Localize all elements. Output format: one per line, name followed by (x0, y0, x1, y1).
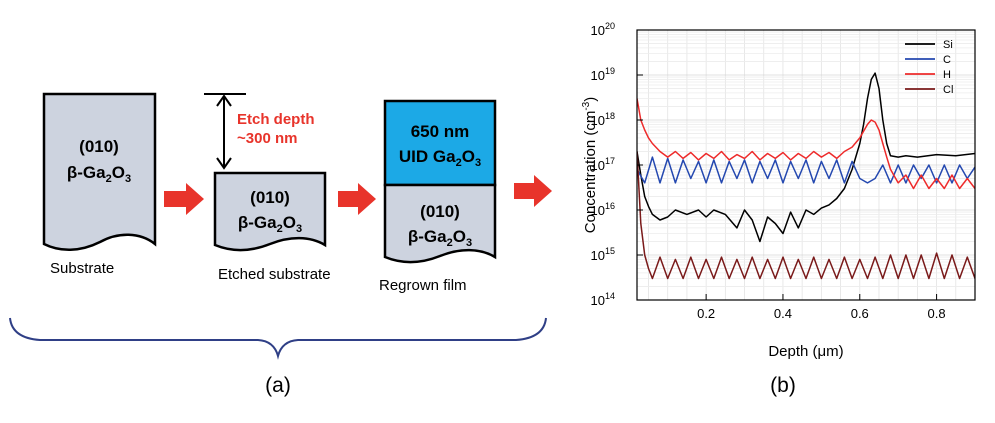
etched-caption: Etched substrate (218, 266, 331, 283)
etch-depth-label: Etch depth (237, 111, 315, 128)
y-tick-label: 1014 (591, 291, 615, 308)
etch-depth-arrowhead-up (216, 94, 232, 107)
etched-orientation: (010) (250, 188, 290, 207)
y-axis-label: Concentration (cm-3) (581, 97, 599, 233)
x-tick-label: 0.2 (697, 306, 715, 321)
y-tick-label: 1020 (591, 21, 615, 38)
legend: Si CH Cl (905, 39, 953, 96)
x-tick-label: 0.6 (851, 306, 869, 321)
series-line-h (637, 98, 975, 190)
series-line-si (637, 72, 975, 243)
process-arrow-2 (338, 183, 376, 215)
substrate-caption: Substrate (50, 260, 114, 277)
etch-depth-value: ~300 nm (237, 130, 297, 147)
regrown-uid-layer (383, 99, 497, 187)
legend-label-si: Si (943, 39, 953, 51)
regrown-substrate-layer (383, 183, 497, 264)
regrown-material: β-Ga2O3 (408, 227, 472, 249)
x-tick-label: 0.8 (928, 306, 946, 321)
process-arrow-3 (514, 175, 552, 207)
etched-substrate-block (213, 171, 327, 252)
plot-series (637, 72, 975, 280)
y-tick-label: 1019 (591, 66, 615, 83)
y-tick-label: 1015 (591, 246, 615, 263)
regrown-orientation: (010) (420, 202, 460, 221)
legend-label-h: H (943, 69, 951, 81)
uid-material: UID Ga2O3 (399, 147, 481, 169)
x-axis-label: Depth (μm) (768, 343, 843, 360)
etched-material: β-Ga2O3 (238, 213, 302, 235)
panel-a: (010) β-Ga2O3 Substrate Etch depth ~300 … (9, 92, 552, 397)
substrate-block (42, 92, 157, 251)
x-axis-ticks: 0.2 0.4 0.6 0.8 (697, 294, 946, 321)
series-line-c (637, 156, 975, 184)
y-tick-label: 1018 (591, 111, 615, 128)
legend-label-cl: Cl (943, 84, 953, 96)
regrown-caption: Regrown film (379, 277, 467, 294)
substrate-material: β-Ga2O3 (67, 163, 131, 185)
x-tick-label: 0.4 (774, 306, 792, 321)
panel-a-label: (a) (265, 374, 291, 397)
y-tick-label: 1017 (591, 156, 615, 173)
uid-thickness: 650 nm (411, 122, 470, 141)
panel-b-label: (b) (770, 374, 796, 397)
plot-grid (637, 30, 975, 301)
y-tick-label: 1016 (591, 201, 615, 218)
grouping-brace (9, 317, 547, 360)
series-line-cl (637, 151, 975, 280)
legend-label-c: C (943, 54, 951, 66)
y-axis-ticks: 1014 1015 1016 1017 1018 1019 1020 (591, 21, 643, 308)
panel-b: 0.2 0.4 0.6 0.8 1014 1015 1016 1017 1018 1019 102… (581, 21, 976, 397)
substrate-orientation: (010) (79, 137, 119, 156)
etch-depth-arrowhead-down (216, 157, 232, 170)
process-arrow-1 (164, 183, 204, 215)
